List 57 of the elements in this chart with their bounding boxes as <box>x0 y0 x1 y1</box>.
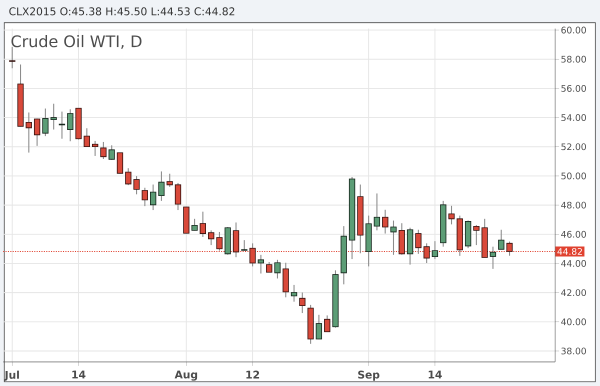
candlestick <box>67 108 74 142</box>
y-tick-label: 38.00 <box>561 348 586 354</box>
chart-title: Crude Oil WTI, D <box>11 34 142 49</box>
candlestick <box>258 254 264 274</box>
candlestick <box>208 230 214 246</box>
candlestick <box>150 184 156 211</box>
candlestick <box>26 112 32 154</box>
y-tick-label: 46.00 <box>561 230 586 238</box>
candlestick <box>158 170 165 202</box>
y-tick-label: 40.00 <box>561 318 586 326</box>
candlestick <box>166 173 173 188</box>
candlestick <box>316 314 322 340</box>
candlestick <box>282 262 289 298</box>
x-tick-label: Jul <box>4 370 19 381</box>
candlestick <box>34 118 40 146</box>
candlestick <box>274 259 281 280</box>
y-tick-label: 44.00 <box>561 260 586 267</box>
candlestick <box>125 168 132 186</box>
candlestick <box>84 128 90 148</box>
y-tick-label: 58.00 <box>561 56 586 63</box>
y-tick-label: 42.00 <box>561 289 586 296</box>
candlestick <box>92 140 98 156</box>
x-tick-label: Aug <box>174 370 198 381</box>
y-tick-label: 52.00 <box>561 143 586 150</box>
x-tick-label: Sep <box>358 370 380 381</box>
candlestick <box>390 220 397 256</box>
candlestick <box>100 141 107 160</box>
candlestick <box>174 182 182 211</box>
candlestick <box>473 224 480 246</box>
candlestick <box>324 314 330 333</box>
x-tick-label: 14 <box>428 370 442 378</box>
y-tick-label: 48.00 <box>561 202 586 209</box>
x-tick-label: 14 <box>72 370 86 378</box>
candlestick <box>50 103 57 130</box>
candlestick <box>58 111 66 140</box>
y-tick-label: 50.00 <box>561 172 586 180</box>
ref-line-label: 44.82 <box>557 248 582 255</box>
candlestick <box>290 284 298 302</box>
y-tick-label: 60.00 <box>561 26 586 34</box>
candlestick <box>108 144 115 160</box>
candlestick <box>490 246 496 270</box>
y-tick-label: 54.00 <box>561 114 586 121</box>
candlestick <box>42 108 49 137</box>
candlestick <box>133 176 140 195</box>
candlestick <box>9 46 16 69</box>
candlestick <box>374 192 380 231</box>
candlestick <box>299 292 306 314</box>
candlestick <box>382 209 388 234</box>
x-tick-label: 12 <box>246 370 260 379</box>
candlestick <box>200 211 206 238</box>
candlestick <box>432 240 438 260</box>
candlestick <box>448 205 455 225</box>
y-tick-label: 56.00 <box>561 84 586 92</box>
candlestick <box>142 187 148 207</box>
candlestick <box>116 152 124 174</box>
chart-subtitle: CLX2015 O:45.38 H:45.50 L:44.53 C:44.82 <box>9 7 234 16</box>
candlestick <box>498 229 504 250</box>
